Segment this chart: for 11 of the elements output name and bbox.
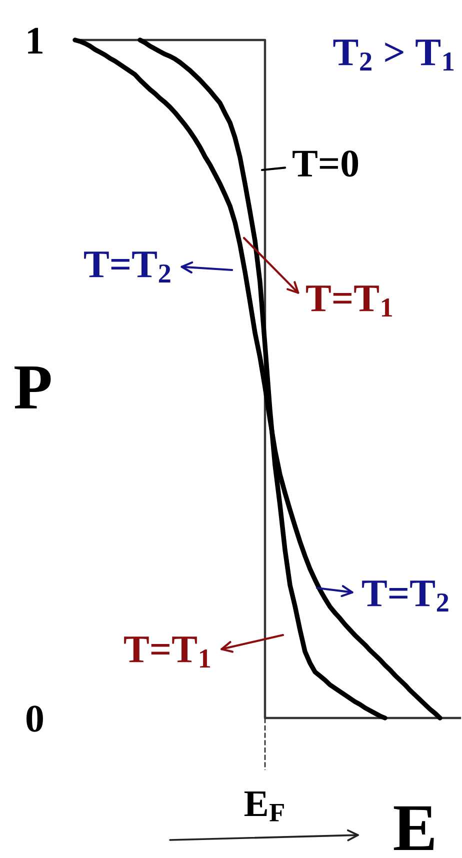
- annotation: T=T$_{2}$: [84, 252, 170, 283]
- annotation: T=T$_{1}$: [124, 636, 210, 668]
- y-tick-label: 1: [28, 28, 42, 54]
- annotation: T=0: [292, 150, 358, 177]
- x-axis-title: E: [394, 806, 434, 850]
- annotation: T$_{2}$ > T$_{1}$: [333, 40, 454, 71]
- y-axis-title: P: [14, 366, 51, 408]
- annotation: T=T$_{2}$: [362, 580, 448, 612]
- annotation: T=T$_{1}$: [306, 286, 392, 317]
- x-tick-label: E$_{F}$: [244, 791, 284, 822]
- y-tick-label: 0: [26, 706, 43, 732]
